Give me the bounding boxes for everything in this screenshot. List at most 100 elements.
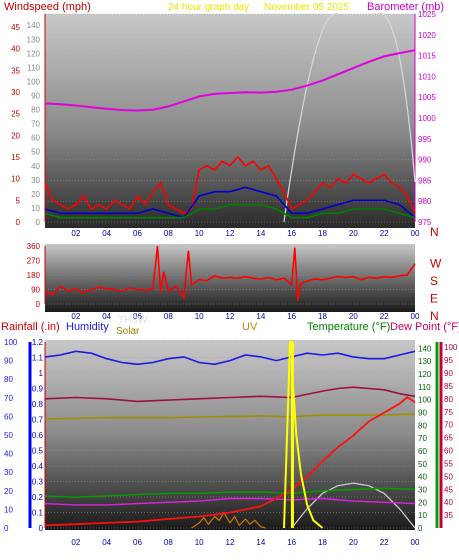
x-tick-label: 00 <box>411 538 420 547</box>
secondary-tick-label: 130 <box>27 35 41 44</box>
direction-tick-label: 180 <box>27 271 41 280</box>
x-tick-label: 06 <box>133 538 142 547</box>
temperature-tick-label: 90 <box>418 409 427 418</box>
compass-label: S <box>430 274 438 288</box>
x-tick-label: 22 <box>380 312 389 321</box>
dewpoint-tick-label: 80 <box>444 395 453 404</box>
direction-tick-label: 270 <box>27 257 41 266</box>
temperature-tick-label: 120 <box>418 370 432 379</box>
barometer-tick-label: 985 <box>418 176 432 185</box>
direction-tick-label: 0 <box>36 300 41 309</box>
dewpoint-tick-label: 40 <box>444 498 453 507</box>
series-purple-trace <box>44 497 416 506</box>
x-tick-label: 12 <box>226 538 235 547</box>
humidity-tick-label: 80 <box>4 375 13 384</box>
dewpoint-tick-label: 85 <box>444 382 453 391</box>
dewpoint-tick-label: 65 <box>444 434 453 443</box>
dewpoint-tick-label: 70 <box>444 421 453 430</box>
humidity-tick-label: 10 <box>4 505 13 514</box>
rain-tick-label: 0.3 <box>32 478 44 487</box>
x-tick-label: 18 <box>318 229 327 238</box>
barometer-tick-label: 1025 <box>418 10 436 19</box>
humidity-tick-label: 20 <box>4 487 13 496</box>
dewpoint-tick-label: 60 <box>444 447 453 456</box>
x-tick-label: 12 <box>226 229 235 238</box>
x-tick-label: 18 <box>318 312 327 321</box>
x-tick-label: 08 <box>164 538 173 547</box>
dewpoint-tick-label: 95 <box>444 356 453 365</box>
barometer-tick-label: 990 <box>418 156 432 165</box>
x-tick-label: 08 <box>164 312 173 321</box>
rain-tick-label: 0.8 <box>32 400 44 409</box>
x-tick-label: 10 <box>195 229 204 238</box>
secondary-tick-label: 20 <box>31 190 40 199</box>
secondary-tick-label: 90 <box>31 92 40 101</box>
humidity-tick-label: 0 <box>4 524 9 533</box>
temperature-tick-label: 130 <box>418 357 432 366</box>
rain-tick-label: 1 <box>39 369 44 378</box>
temperature-tick-label: 0 <box>418 524 423 533</box>
temperature-tick-label: 30 <box>418 486 427 495</box>
x-tick-label: 00 <box>411 312 420 321</box>
secondary-tick-label: 40 <box>31 162 40 171</box>
rain-tick-label: 0.4 <box>32 462 44 471</box>
bottom-chart-group: 010203040506070809010000.10.20.30.40.50.… <box>4 338 458 547</box>
rain-tick-label: 0.1 <box>32 509 44 518</box>
rain-tick-label: 0 <box>39 524 44 533</box>
barometer-tick-label: 975 <box>418 218 432 227</box>
x-tick-label: 00 <box>411 229 420 238</box>
series-wind-low <box>44 203 416 219</box>
wind-tick-label: 20 <box>11 131 20 140</box>
series-windspeed <box>44 155 416 215</box>
barometer-tick-label: 1015 <box>418 52 436 61</box>
wind-tick-label: 45 <box>11 23 20 32</box>
date-label: November 05 2025 <box>264 2 349 13</box>
dewpoint-tick-label: 75 <box>444 408 453 417</box>
secondary-tick-label: 70 <box>31 120 40 129</box>
wind-tick-label: 25 <box>11 110 20 119</box>
x-tick-label: 18 <box>318 538 327 547</box>
series-clear-sky-solar <box>291 482 416 529</box>
wind-tick-label: 30 <box>11 88 20 97</box>
rain-tick-label: 0.6 <box>32 431 44 440</box>
rain-tick-label: 0.9 <box>32 385 44 394</box>
series-dewpoint <box>44 386 416 403</box>
x-tick-label: 16 <box>287 538 296 547</box>
rainfall-label: Rainfall (.in) <box>1 321 60 333</box>
series-uv <box>283 341 324 529</box>
daylight-arc <box>283 12 416 223</box>
humidity-tick-label: 50 <box>4 431 13 440</box>
temperature-tick-label: 140 <box>418 344 432 353</box>
humidity-tick-label: 60 <box>4 412 13 421</box>
wind-tick-label: 35 <box>11 66 20 75</box>
temperature-tick-label: 70 <box>418 434 427 443</box>
top-plot-area <box>45 14 415 228</box>
temperature-label: Temperature (°F) <box>307 321 390 333</box>
x-tick-label: 20 <box>349 538 358 547</box>
compass-label: N <box>430 309 439 323</box>
temperature-tick-label: 10 <box>418 511 427 520</box>
compass-label: W <box>430 257 442 271</box>
rain-tick-label: 1.2 <box>32 338 44 347</box>
wind-tick-label: 40 <box>11 45 20 54</box>
dewpoint-tick-label: 55 <box>444 459 453 468</box>
secondary-tick-label: 140 <box>27 21 41 30</box>
series-solar <box>191 511 266 529</box>
secondary-tick-label: 60 <box>31 134 40 143</box>
rain-tick-label: 0.7 <box>32 416 44 425</box>
wind-tick-label: 15 <box>11 153 20 162</box>
wind-tick-label: 10 <box>11 175 20 184</box>
humidity-tick-label: 90 <box>4 357 13 366</box>
dewpoint-tick-label: 100 <box>444 343 458 352</box>
barometer-tick-label: 1000 <box>418 114 436 123</box>
x-tick-label: 14 <box>256 312 265 321</box>
uv-label: UV <box>242 321 258 333</box>
x-tick-label: 14 <box>256 538 265 547</box>
barometer-tick-label: 1005 <box>418 93 436 102</box>
secondary-tick-label: 50 <box>31 148 40 157</box>
barometer-tick-label: 980 <box>418 197 432 206</box>
x-tick-label: 02 <box>71 538 80 547</box>
thsw-label: THSW <box>118 315 148 326</box>
